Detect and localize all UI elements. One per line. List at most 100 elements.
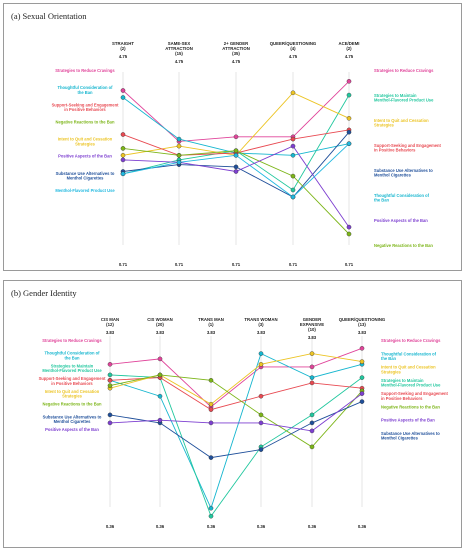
series-line [109,393,363,432]
right-series-label: Strategies to Maintain Menthol-Flavored P… [374,93,434,103]
data-point [290,173,296,179]
right-series-label: Strategies to Maintain Menthol-Flavored P… [381,378,441,388]
data-point [233,148,239,153]
data-point [290,194,296,200]
data-point [258,351,264,356]
data-point [258,393,264,399]
data-point [346,116,352,121]
data-point [309,375,315,380]
right-series-label: Negative Reactions to the Ban [381,404,440,409]
left-series-label: Positive Aspects of the Ban [45,427,99,432]
data-point [309,351,315,356]
axis-min-tick: 0.36 [106,524,115,529]
series-line [109,353,363,405]
left-series-label: Menthol-Flavored Product Use [55,188,115,193]
series-line [109,352,363,510]
axis-count: (2) [120,46,126,51]
axis-label: GENDER EXPANSIVE [300,317,324,327]
data-point [290,136,296,142]
data-point [346,129,352,135]
axis-max-tick: 4.75 [345,54,354,59]
data-point [107,412,113,418]
data-point [258,420,264,426]
right-series-label: Support-Seeking and Engagement in Positiv… [381,391,449,401]
axis-count: (2) [346,46,352,51]
axis-min-tick: 0.36 [257,524,266,529]
axis-max-tick: 4.75 [119,54,128,59]
axis-count: (1) [208,322,214,327]
left-series-label: Thoughtful Consideration of the Ban [57,85,113,95]
data-point [176,136,182,142]
data-point [309,420,315,426]
data-point [120,157,126,163]
data-point [359,375,365,380]
axis-count: (10) [308,327,316,332]
axis-min-tick: 0.71 [345,262,354,267]
data-point [309,412,315,418]
data-point [176,152,182,158]
data-point [208,455,214,460]
data-point [208,401,214,407]
data-point [157,356,163,362]
data-point [359,359,365,364]
right-series-label: Negative Reactions to the Ban [374,243,433,248]
data-point [359,346,365,351]
data-point [309,364,315,370]
series-line [109,374,363,448]
axis-label: QUEER/QUESTIONING [270,41,317,46]
data-point [346,231,352,237]
left-series-label: Intent to Quit and Cessation Strategies [45,389,100,399]
data-point [258,447,264,452]
data-point [233,134,239,140]
right-series-label: Intent to Quit and Cessation Strategies [374,118,429,128]
axis-label: TRANS MAN [198,317,224,322]
data-point [176,159,182,165]
axis-max-tick: 3.83 [358,330,367,335]
axis-label: QUEER/QUESTIONING [339,317,386,322]
right-series-label: Strategies to Reduce Cravings [374,68,434,73]
data-point [208,378,214,383]
axis-max-tick: 4.75 [289,54,298,59]
data-point [120,146,126,151]
axis-min-tick: 0.36 [308,524,317,529]
axis-max-tick: 4.75 [232,59,241,64]
data-point [346,224,352,230]
data-point [309,380,315,386]
data-point [176,143,182,149]
data-point [359,399,365,404]
axis-max-tick: 4.75 [175,59,184,64]
left-series-label: Substance Use Alternatives to Menthol Cig… [56,171,115,181]
axis-min-tick: 0.36 [207,524,216,529]
data-point [258,412,264,418]
right-series-label: Positive Aspects of the Ban [381,418,435,423]
data-point [233,152,239,158]
data-point [309,428,315,434]
axis-min-tick: 0.71 [232,262,241,267]
left-series-label: Positive Aspects of the Ban [58,154,112,159]
data-point [120,152,126,158]
left-series-label: Support-Seeking and Engagement in Positiv… [52,102,120,112]
axis-count: (12) [106,322,114,327]
data-point [258,362,264,367]
left-series-label: Intent to Quit and Cessation Strategies [58,137,113,147]
gender-identity-chart-panel: (b) Gender Identity CIS MAN (12) 3.83 0.36 C… [3,280,462,548]
axis-label: TRANS WOMAN [244,317,277,322]
axis-min-tick: 0.71 [119,262,128,267]
series-line [109,374,363,518]
right-series-label: Substance Use Alternatives to Menthol Cig… [381,431,440,441]
data-point [157,417,163,423]
data-point [208,420,214,426]
right-series-label: Thoughtful Consideration of the Ban [381,351,437,361]
data-point [120,88,126,93]
axis-max-tick: 3.83 [308,335,317,340]
axis-count: (15) [175,51,183,56]
left-series-label: Support-Seeking and Engagement in Positiv… [39,376,107,386]
data-point [208,505,214,511]
right-series-label: Substance Use Alternatives to Menthol Cig… [374,168,433,178]
axis-max-tick: 3.83 [257,330,266,335]
data-point [120,95,126,100]
right-series-label: Strategies to Reduce Cravings [381,338,441,343]
axis-label: SAME-SEX ATTRACTION [165,41,193,51]
data-point [233,169,239,174]
